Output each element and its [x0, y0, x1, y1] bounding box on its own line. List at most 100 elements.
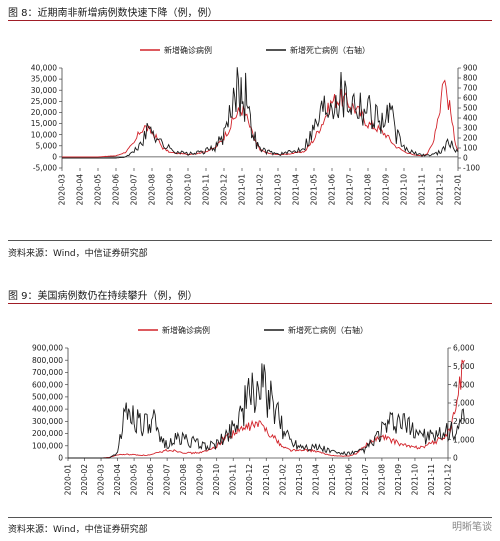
x-tick-label: 2021-12 [436, 174, 445, 206]
x-tick-label: 2021-04 [311, 464, 320, 496]
legend-label-0: 新增确诊病例 [162, 325, 210, 335]
x-tick-label: 2021-06 [328, 174, 337, 206]
y-right-tick-label: 900 [463, 64, 478, 73]
x-tick-label: 2020-07 [163, 464, 172, 496]
x-tick-label: 2021-12 [444, 464, 453, 496]
x-tick-label: 2021-08 [364, 174, 373, 206]
figure-8-title-rule [8, 20, 492, 21]
y-right-tick-label: 0 [463, 154, 468, 163]
x-tick-label: 2021-05 [328, 464, 337, 496]
x-tick-label: 2021-05 [310, 174, 319, 206]
legend-label-1: 新增死亡病例（右轴） [290, 45, 370, 55]
y-left-tick-label: 400,000 [32, 405, 63, 414]
y-left-tick-label: 800,000 [32, 356, 63, 365]
x-tick-label: 2021-07 [361, 464, 370, 496]
x-tick-label: 2021-10 [410, 464, 419, 496]
x-tick-label: 2020-01 [64, 464, 73, 496]
x-tick-label: 2020-08 [179, 464, 188, 496]
figure-9-source-rule [8, 517, 492, 518]
x-tick-label: 2020-05 [130, 464, 139, 496]
y-right-tick-label: 300 [463, 124, 478, 133]
series-line-deaths [62, 67, 459, 159]
y-right-tick-label: 100 [463, 144, 478, 153]
x-tick-label: 2020-12 [220, 174, 229, 206]
y-right-tick-label: 800 [463, 74, 478, 83]
y-left-tick-label: 900,000 [32, 344, 63, 353]
watermark: 明晰笔谈 [452, 522, 492, 533]
x-tick-label: 2021-08 [377, 464, 386, 496]
x-tick-label: 2020-08 [148, 174, 157, 206]
figure-9-source: 资料来源：Wind，中信证券研究部 [8, 525, 148, 535]
y-left-tick-label: 10,000 [31, 130, 57, 139]
x-tick-label: 2021-11 [427, 464, 436, 496]
y-right-tick-label: 600 [463, 94, 478, 103]
x-tick-label: 2021-01 [238, 174, 247, 206]
y-right-tick-label: 400 [463, 114, 478, 123]
y-left-tick-label: 0 [58, 454, 63, 463]
x-tick-label: 2020-11 [229, 464, 238, 496]
x-tick-label: 2021-07 [346, 174, 355, 206]
y-left-tick-label: 600,000 [32, 380, 63, 389]
x-tick-label: 2020-06 [146, 464, 155, 496]
y-left-tick-label: -5,000 [33, 164, 57, 173]
y-left-tick-label: 100,000 [32, 441, 63, 450]
series-line-deaths [68, 363, 465, 459]
y-left-tick-label: 500,000 [32, 392, 63, 401]
x-tick-label: 2020-03 [97, 464, 106, 496]
y-right-tick-label: 700 [463, 84, 478, 93]
x-tick-label: 2020-06 [112, 174, 121, 206]
x-tick-label: 2020-05 [94, 174, 103, 206]
y-right-tick-label: 4,000 [453, 380, 475, 389]
figure-9-title: 图 9：美国病例数仍在持续攀升（例，例） [8, 291, 198, 302]
y-left-tick-label: 30,000 [31, 86, 57, 95]
x-tick-label: 2020-07 [130, 174, 139, 206]
y-right-tick-label: 1,000 [453, 435, 475, 444]
x-tick-label: 2020-04 [76, 174, 85, 206]
y-left-tick-label: 25,000 [31, 97, 57, 106]
x-tick-label: 2021-02 [278, 464, 287, 496]
legend-label-0: 新增确诊病例 [164, 45, 212, 55]
series-line-cases [62, 79, 459, 158]
x-tick-label: 2020-12 [245, 464, 254, 496]
x-tick-label: 2020-04 [113, 464, 122, 496]
y-left-tick-label: 20,000 [31, 108, 57, 117]
x-tick-label: 2020-09 [196, 464, 205, 496]
x-tick-label: 2021-01 [262, 464, 271, 496]
y-right-tick-label: -100 [463, 164, 480, 173]
x-tick-label: 2020-11 [202, 174, 211, 206]
x-tick-label: 2020-10 [212, 464, 221, 496]
y-left-tick-label: 35,000 [31, 75, 57, 84]
y-left-tick-label: 0 [52, 152, 57, 161]
figure-8-source-rule [8, 240, 492, 241]
y-right-tick-label: 3,000 [453, 399, 475, 408]
south-africa-chart: 新增确诊病例 新增死亡病例（右轴） 40,000 35,000 30,000 25,000… [31, 45, 480, 206]
y-right-tick-label: 2,000 [453, 417, 475, 426]
y-left-tick-label: 700,000 [32, 368, 63, 377]
x-tick-label: 2021-03 [274, 174, 283, 206]
y-left-tick-label: 40,000 [31, 64, 57, 73]
y-right-tick-label: 5,000 [453, 362, 475, 371]
x-tick-label: 2021-06 [344, 464, 353, 496]
y-left-tick-label: 5,000 [36, 141, 58, 150]
y-left-tick-label: 15,000 [31, 119, 57, 128]
x-tick-label: 2020-03 [58, 174, 67, 206]
y-right-tick-label: 6,000 [453, 344, 475, 353]
usa-chart: 新增确诊病例 新增死亡病例（右轴） 900,000 800,000 700,000 600… [32, 325, 475, 496]
figure-8-title: 图 8：近期南非新增病例数快速下降（例，例） [8, 8, 218, 19]
figure-8-source: 资料来源：Wind，中信证券研究部 [8, 249, 148, 259]
x-tick-label: 2021-04 [292, 174, 301, 206]
series-line-cases [68, 359, 465, 459]
x-tick-label: 2020-10 [184, 174, 193, 206]
x-tick-label: 2021-09 [394, 464, 403, 496]
x-tick-label: 2021-09 [382, 174, 391, 206]
y-left-tick-label: 300,000 [32, 417, 63, 426]
x-tick-label: 2020-09 [166, 174, 175, 206]
x-tick-label: 2022-01 [454, 174, 463, 206]
x-tick-label: 2021-11 [418, 174, 427, 206]
figure-9-title-rule [8, 303, 492, 304]
y-right-tick-label: 200 [463, 134, 478, 143]
x-tick-label: 2021-10 [400, 174, 409, 206]
y-right-tick-label: 500 [463, 104, 478, 113]
legend-label-1: 新增死亡病例（右轴） [288, 325, 368, 335]
y-left-tick-label: 200,000 [32, 429, 63, 438]
